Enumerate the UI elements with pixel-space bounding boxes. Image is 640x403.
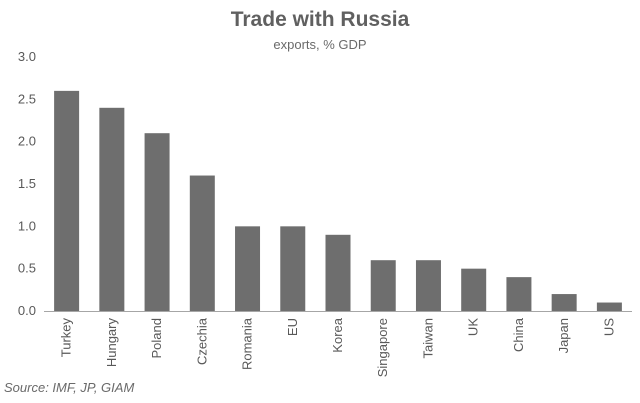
x-tick-label: Turkey bbox=[59, 318, 74, 358]
y-tick-label: 2.0 bbox=[18, 134, 36, 149]
bar-turkey bbox=[54, 90, 80, 311]
bar-eu bbox=[280, 226, 306, 311]
y-tick-label: 3.0 bbox=[18, 49, 36, 64]
x-tick-label: UK bbox=[466, 318, 481, 336]
bar-poland bbox=[144, 133, 170, 311]
bar-hungary bbox=[99, 107, 125, 311]
x-tick-label: EU bbox=[285, 318, 300, 336]
x-tick-label: Czechia bbox=[194, 317, 209, 365]
bar-japan bbox=[551, 294, 577, 311]
bar-china bbox=[506, 277, 532, 311]
y-tick-label: 0.5 bbox=[18, 261, 36, 276]
chart-subtitle: exports, % GDP bbox=[273, 37, 367, 52]
x-tick-label: Taiwan bbox=[420, 318, 435, 358]
bar-uk bbox=[461, 268, 487, 311]
y-tick-label: 1.0 bbox=[18, 218, 36, 233]
x-tick-label: Singapore bbox=[375, 318, 390, 377]
y-tick-label: 1.5 bbox=[18, 176, 36, 191]
bar-us bbox=[596, 302, 622, 311]
chart-title: Trade with Russia bbox=[230, 8, 410, 31]
bar-romania bbox=[235, 226, 261, 311]
y-tick-label: 2.5 bbox=[18, 91, 36, 106]
x-tick-label: Hungary bbox=[104, 318, 119, 368]
x-tick-label: Romania bbox=[240, 317, 255, 370]
x-tick-label: US bbox=[601, 318, 616, 336]
x-tick-label: Poland bbox=[149, 318, 164, 358]
bar-taiwan bbox=[415, 260, 441, 311]
bar-korea bbox=[325, 234, 351, 311]
chart-source: Source: IMF, JP, GIAM bbox=[4, 380, 135, 395]
x-tick-label: Japan bbox=[556, 318, 571, 353]
x-tick-label: China bbox=[511, 317, 526, 352]
bar-singapore bbox=[370, 260, 396, 311]
x-tick-label: Korea bbox=[330, 317, 345, 352]
y-tick-label: 0.0 bbox=[18, 303, 36, 318]
bar-czechia bbox=[189, 175, 215, 311]
